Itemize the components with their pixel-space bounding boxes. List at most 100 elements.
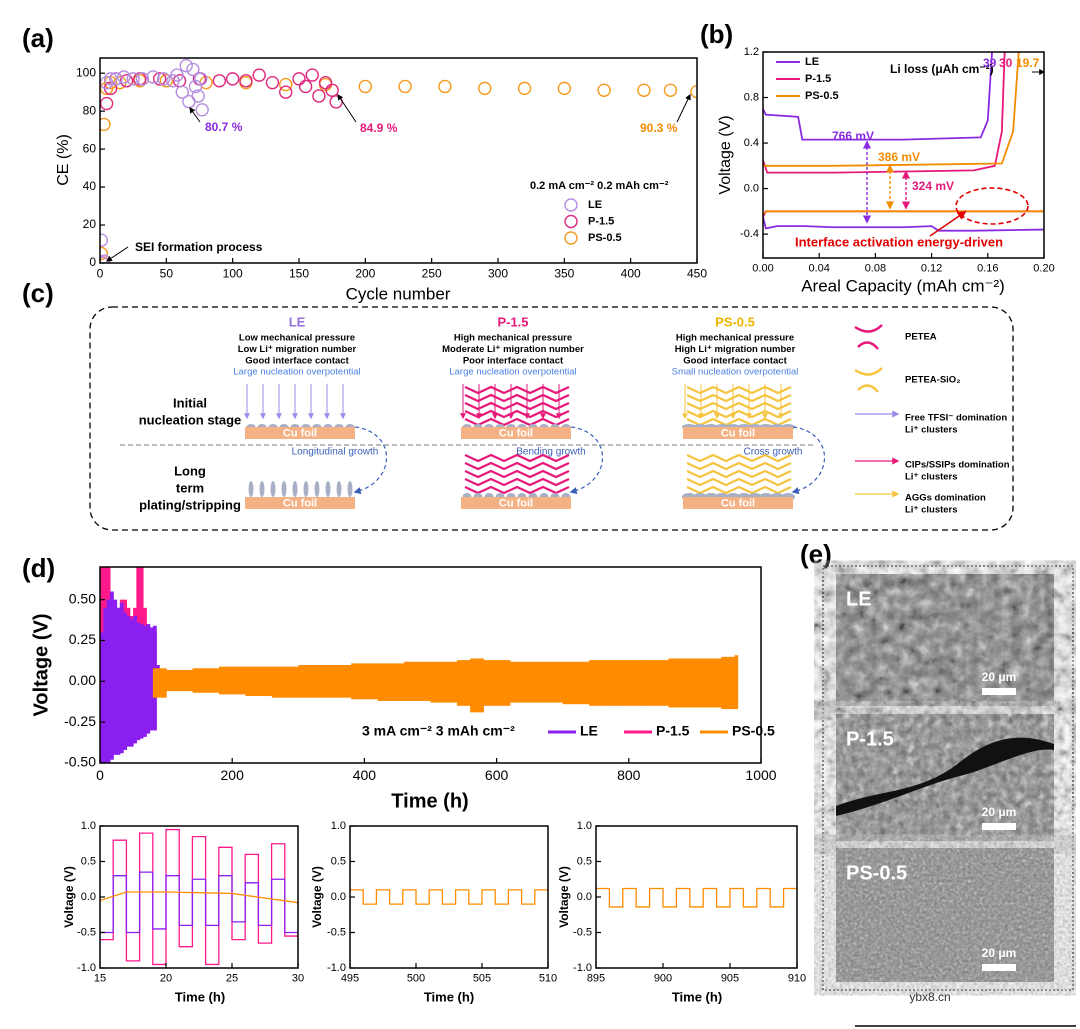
legend-label: P-1.5 xyxy=(588,215,614,227)
line xyxy=(763,52,1006,174)
y-tick-label: -0.25 xyxy=(64,713,96,729)
scale-label: 20 μm xyxy=(982,805,1017,819)
column-title: PS-0.5 xyxy=(715,314,755,329)
dendrite xyxy=(325,481,331,497)
voltage-band xyxy=(192,668,220,693)
x-tick-label: 450 xyxy=(687,267,707,281)
property: High mechanical pressure xyxy=(454,333,572,344)
y-tick-label: 1.0 xyxy=(81,820,96,832)
y-tick-label: -1.0 xyxy=(327,962,346,974)
sem-image xyxy=(836,848,1054,982)
x-tick-label: 25 xyxy=(226,972,238,984)
voltage-band xyxy=(133,616,137,744)
cu-foil xyxy=(245,497,355,509)
x-tick-label: 1000 xyxy=(745,767,776,783)
marker xyxy=(690,84,697,99)
property: Low Li⁺ migration number xyxy=(238,344,357,355)
scale-label: 20 μm xyxy=(982,670,1017,684)
x-tick-label: 895 xyxy=(587,972,605,984)
voltage-band xyxy=(470,658,484,713)
line xyxy=(763,52,993,141)
x-tick-label: 910 xyxy=(788,972,806,984)
legend-label: LE xyxy=(805,56,819,68)
y-tick-label: 0.0 xyxy=(81,891,96,903)
x-tick-label: 250 xyxy=(422,267,442,281)
diagram-frame xyxy=(89,306,1014,531)
x-tick-label: 0.08 xyxy=(865,262,886,274)
marker xyxy=(195,103,209,117)
y-tick-label: 0.4 xyxy=(744,137,759,149)
legend-label: LE xyxy=(588,199,602,211)
y-tick-label: -0.5 xyxy=(327,926,346,938)
growth-label: Cross growth xyxy=(744,447,803,458)
cu-foil xyxy=(461,427,571,439)
y-tick-label: 0.50 xyxy=(69,590,96,606)
marker xyxy=(663,83,678,97)
marker xyxy=(103,72,118,86)
x-tick-label: 50 xyxy=(160,267,174,281)
annotation: 386 mV xyxy=(878,150,920,164)
voltage-band xyxy=(218,666,247,695)
condition: 0.2 mA cm⁻² 0.2 mAh cm⁻² xyxy=(530,180,669,192)
dendrite xyxy=(270,481,276,497)
polymer-chain xyxy=(686,393,792,403)
voltage-band xyxy=(430,661,458,703)
plot-area xyxy=(596,887,797,908)
x-axis-label: Cycle number xyxy=(346,284,451,303)
marker xyxy=(100,117,111,132)
pointer xyxy=(929,210,967,237)
x-tick-label: 0.16 xyxy=(977,262,998,274)
voltage-band xyxy=(324,665,352,698)
axes-frame xyxy=(99,566,762,764)
marker xyxy=(179,58,193,73)
sem-image xyxy=(836,574,1054,706)
x-tick-label: 400 xyxy=(621,267,641,281)
y-axis-label: Voltage (V) xyxy=(557,866,571,928)
polymer-chain xyxy=(686,453,792,463)
polymer-chain xyxy=(464,393,570,403)
property: High Li⁺ migration number xyxy=(675,344,796,355)
y-tick-label: 0.5 xyxy=(81,855,96,867)
marker xyxy=(398,79,412,94)
voltage-band xyxy=(139,624,144,739)
x-tick-label: 300 xyxy=(488,267,508,281)
polymer-chain xyxy=(686,417,792,427)
marker xyxy=(212,74,227,88)
pointer xyxy=(676,93,691,123)
y-tick-label: 0.0 xyxy=(577,891,592,903)
voltage-band xyxy=(536,661,564,703)
annotation: 80.7 % xyxy=(205,120,243,134)
annotation: Interface activation energy-driven xyxy=(795,234,1003,249)
marker xyxy=(265,75,280,90)
marker xyxy=(597,83,611,97)
polymer-chain xyxy=(686,485,792,495)
y-tick-label: 0.0 xyxy=(331,891,346,903)
axes-frame xyxy=(762,51,1045,259)
dendrite xyxy=(259,481,265,497)
y-tick-label: 60 xyxy=(83,141,97,155)
x-axis-label: Time (h) xyxy=(672,989,722,1004)
legend-label: PS-0.5 xyxy=(732,723,775,739)
cu-foil xyxy=(683,427,793,439)
polymer-chain xyxy=(464,453,570,463)
y-tick-label: 0.5 xyxy=(577,855,592,867)
polymer-chain xyxy=(464,417,570,427)
x-tick-label: 150 xyxy=(289,267,309,281)
x-tick-label: 505 xyxy=(473,972,491,984)
voltage-band xyxy=(106,599,111,763)
marker xyxy=(170,68,184,82)
growth-arrow xyxy=(569,426,604,495)
foil-label: Cu foil xyxy=(499,497,533,509)
voltage-band xyxy=(123,612,128,750)
marker xyxy=(126,72,140,86)
legend-marker xyxy=(564,214,578,229)
x-tick-label: 100 xyxy=(223,267,243,281)
voltage-band xyxy=(456,660,471,706)
marker xyxy=(225,72,240,86)
polymer-chain xyxy=(686,401,792,411)
x-axis-label: Areal Capacity (mAh cm⁻²) xyxy=(801,276,1005,295)
line xyxy=(763,52,1020,167)
marker xyxy=(186,62,200,77)
plot-area xyxy=(100,828,298,966)
y-tick-label: 80 xyxy=(83,103,97,117)
